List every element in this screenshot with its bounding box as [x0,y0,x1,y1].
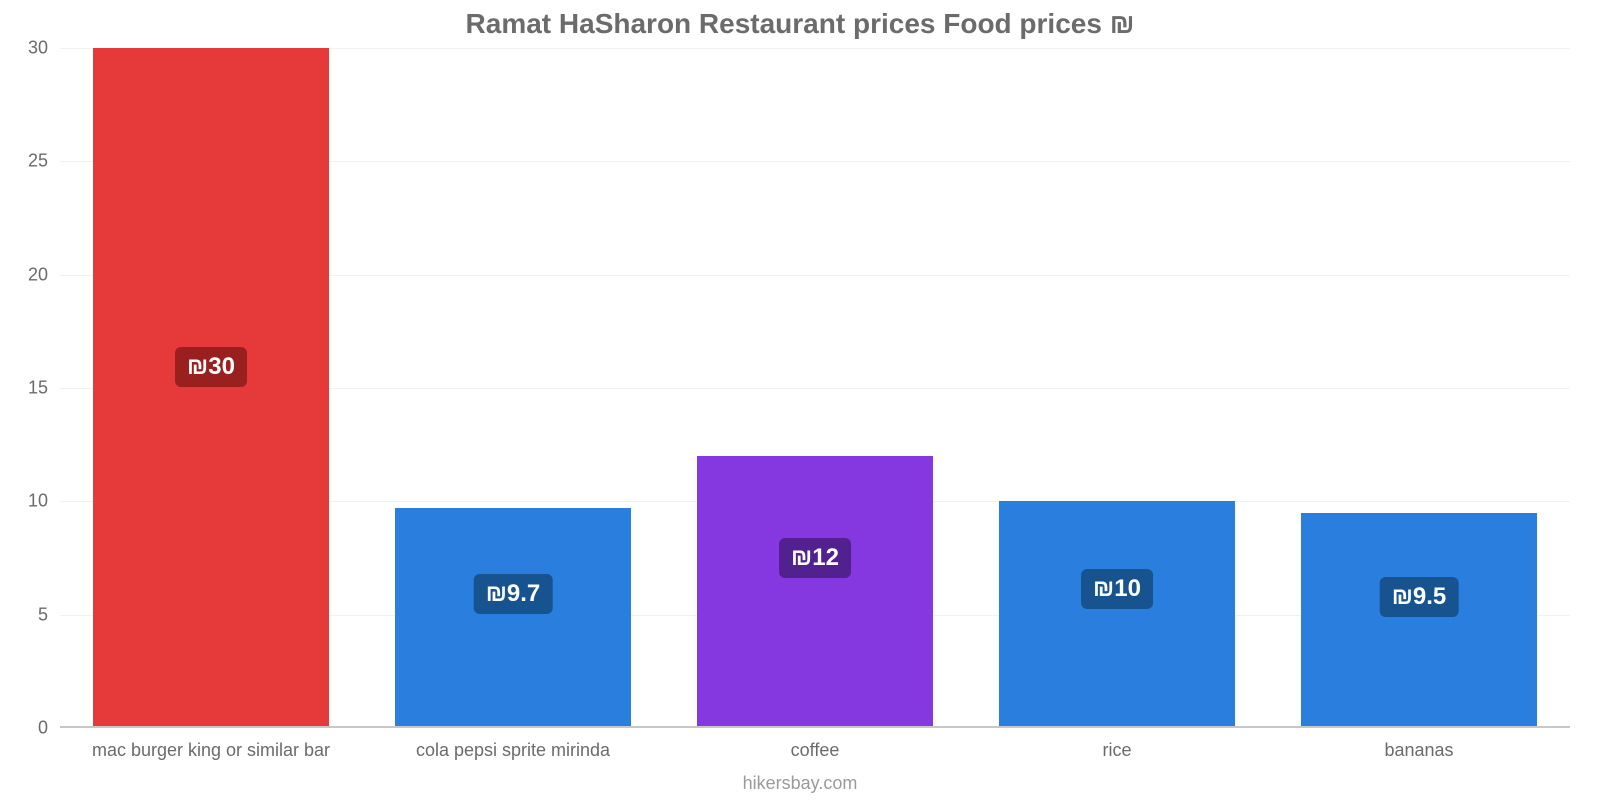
y-tick-label: 10 [28,491,48,512]
bar: ₪9.7 [395,508,631,728]
y-axis: 051015202530 [0,48,60,728]
bar: ₪9.5 [1301,513,1537,728]
y-tick-label: 5 [38,604,48,625]
x-axis: mac burger king or similar bar cola pepsi… [60,736,1570,766]
bars-layer: ₪30 ₪9.7 ₪12 ₪10 ₪9.5 [60,48,1570,728]
y-tick-label: 20 [28,264,48,285]
plot-area: ₪30 ₪9.7 ₪12 ₪10 ₪9.5 [60,48,1570,728]
x-tick-label: mac burger king or similar bar [92,740,330,761]
value-badge: ₪12 [779,538,851,578]
x-tick-label: rice [1102,740,1131,761]
value-badge: ₪30 [175,347,247,387]
price-bar-chart: Ramat HaSharon Restaurant prices Food pr… [0,0,1600,800]
x-tick-label: bananas [1384,740,1453,761]
y-tick-label: 15 [28,378,48,399]
bar: ₪12 [697,456,933,728]
bar: ₪30 [93,48,329,728]
value-badge: ₪9.7 [474,574,553,614]
attribution: hikersbay.com [0,773,1600,794]
chart-title: Ramat HaSharon Restaurant prices Food pr… [0,0,1600,48]
value-badge: ₪10 [1081,569,1153,609]
value-badge: ₪9.5 [1380,577,1459,617]
y-tick-label: 30 [28,38,48,59]
x-tick-label: cola pepsi sprite mirinda [416,740,610,761]
bar: ₪10 [999,501,1235,728]
y-tick-label: 25 [28,151,48,172]
x-tick-label: coffee [791,740,840,761]
y-tick-label: 0 [38,718,48,739]
baseline [60,726,1570,728]
